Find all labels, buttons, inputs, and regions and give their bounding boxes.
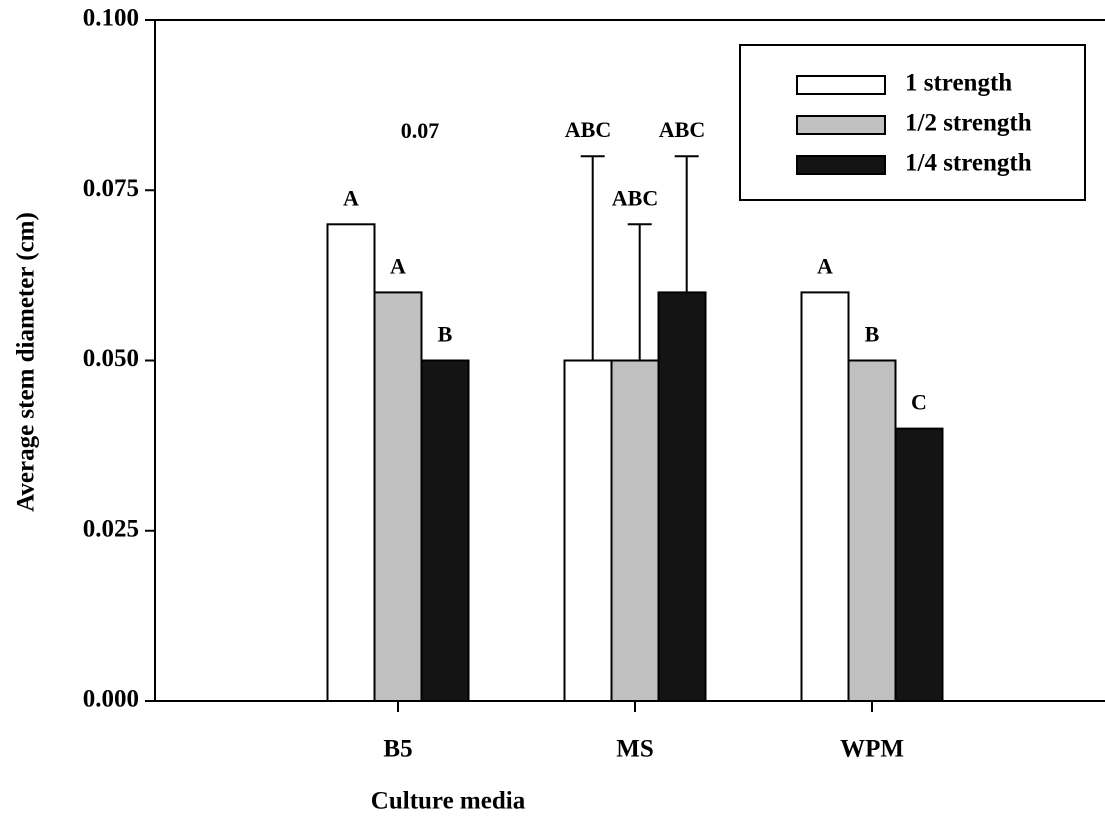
legend-label: 1/2 strength [905,110,1032,137]
y-tick-label: 0.050 [83,345,139,372]
significance-letter: ABC [659,117,705,142]
bar [326,223,376,703]
x-tick-label: MS [616,736,654,763]
y-tick-label: 0.000 [83,686,139,713]
bar [657,291,707,702]
bar [563,359,613,702]
bar [420,359,470,702]
significance-letter: ABC [612,185,658,210]
legend-label: 1/4 strength [905,150,1032,177]
significance-letter: A [390,253,406,278]
significance-letter: B [865,322,880,347]
y-tick-label: 0.100 [83,5,139,32]
legend-swatch [796,115,886,135]
significance-letter: ABC [565,117,611,142]
bar [373,291,423,702]
significance-letter: A [343,185,359,210]
y-axis-label: Average stem diameter (cm) [13,212,40,512]
y-tick-label: 0.075 [83,175,139,202]
bar [847,359,897,702]
bar [800,291,850,702]
significance-letter: C [911,390,927,415]
legend-swatch [796,75,886,95]
annotation: 0.07 [401,118,440,143]
bar [610,359,660,702]
y-tick-label: 0.025 [83,515,139,542]
x-tick-label: WPM [840,736,904,763]
significance-letter: A [817,253,833,278]
bar [894,427,944,702]
significance-letter: B [438,322,453,347]
legend-label: 1 strength [905,70,1012,97]
x-tick-label: B5 [383,736,412,763]
legend-swatch [796,155,886,175]
x-axis-label: Culture media [371,788,526,815]
